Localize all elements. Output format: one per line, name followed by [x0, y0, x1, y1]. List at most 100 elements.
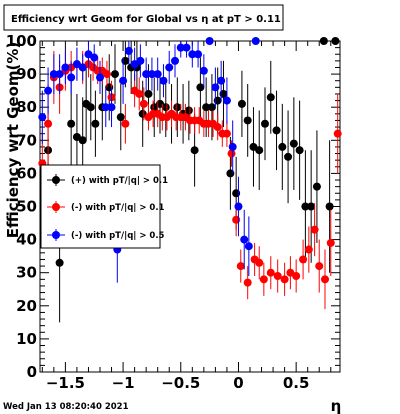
data-point	[228, 142, 237, 151]
axis-ticks	[40, 40, 340, 373]
data-point	[38, 113, 47, 122]
data-point	[273, 272, 282, 281]
legend-label: (+) with pT/|q| > 0.1	[71, 176, 168, 186]
x-tick-label: −1	[112, 374, 135, 392]
x-tick-label: 0.5	[283, 374, 310, 392]
legend-marker	[52, 203, 60, 211]
data-point	[55, 70, 64, 79]
timestamp: Wed Jan 13 08:20:40 2021	[3, 402, 129, 412]
data-point	[321, 275, 329, 284]
y-tick-label: 60	[16, 164, 37, 182]
data-point	[292, 272, 301, 281]
data-point	[194, 50, 203, 59]
data-point	[55, 258, 64, 267]
y-tick-label: 50	[16, 198, 37, 216]
data-point	[205, 37, 214, 45]
legend-label: (-) with pT/|q| > 0.5	[71, 231, 165, 241]
data-point	[312, 182, 321, 191]
data-point	[61, 63, 70, 72]
data-point	[237, 99, 246, 108]
data-point	[213, 123, 222, 132]
data-point	[136, 56, 145, 65]
data-point	[173, 103, 182, 112]
data-point	[124, 46, 133, 55]
data-point	[244, 242, 253, 251]
y-tick-labels: 0 10 20 30 40 50 60 70 80 90 100	[6, 32, 37, 381]
data-point	[272, 126, 281, 135]
data-point	[139, 99, 148, 108]
data-point	[121, 119, 130, 128]
data-point	[299, 255, 308, 264]
data-point	[44, 86, 53, 95]
data-point	[90, 53, 99, 62]
legend-marker	[52, 176, 60, 184]
y-tick-label: 70	[16, 131, 37, 149]
data-point	[319, 37, 328, 45]
data-point	[86, 103, 95, 112]
data-point	[301, 202, 310, 211]
data-point	[243, 278, 252, 287]
y-tick-label: 0	[27, 363, 37, 381]
data-point	[159, 76, 168, 85]
x-tick-labels: −1.5 −1 −0.5 0 0.5	[46, 374, 310, 392]
title-frame	[3, 4, 284, 31]
data-point	[165, 63, 174, 72]
data-point	[188, 50, 197, 59]
legend: (+) with pT/|q| > 0.1 (-) with pT/|q| > 0…	[40, 164, 168, 249]
y-tick-label: 100	[6, 32, 37, 50]
data-point	[278, 142, 287, 151]
data-point	[217, 76, 226, 85]
data-point	[49, 70, 58, 79]
legend-marker	[52, 231, 60, 239]
data-point	[331, 37, 340, 45]
data-point	[147, 70, 156, 79]
data-point	[255, 146, 264, 155]
data-point	[111, 70, 119, 79]
data-point	[107, 103, 116, 112]
data-point	[161, 103, 170, 112]
data-point	[196, 83, 205, 92]
series-1	[38, 47, 342, 310]
data-point	[184, 106, 193, 115]
data-point	[243, 116, 252, 125]
data-point	[78, 63, 87, 72]
data-point	[304, 245, 313, 254]
data-point	[227, 149, 236, 158]
x-tick-label: −0.5	[161, 374, 200, 392]
y-tick-label: 80	[16, 98, 37, 116]
data-point	[102, 70, 111, 79]
data-point	[307, 202, 316, 211]
data-point	[222, 129, 231, 138]
data-point	[325, 202, 334, 211]
legend-label: (-) with pT/|q| > 0.1	[71, 203, 165, 213]
x-axis-label: η	[331, 397, 342, 414]
y-tick-label: 90	[16, 65, 37, 83]
data-point	[211, 83, 220, 92]
data-point	[67, 73, 76, 82]
data-point	[67, 119, 76, 128]
data-point	[135, 89, 144, 98]
data-point	[44, 119, 53, 128]
data-point	[326, 238, 335, 247]
y-tick-label: 30	[16, 264, 37, 282]
y-axis-label: Efficiency wrt Geom(%)	[4, 42, 22, 239]
data-point	[261, 119, 269, 128]
data-point	[234, 202, 243, 211]
data-point	[142, 70, 151, 79]
title-box: Efficiency wrt Geom for Global vs η at p…	[3, 4, 284, 31]
data-point	[289, 139, 298, 148]
data-point	[91, 119, 100, 128]
data-point	[295, 146, 304, 155]
x-tick-label: −1.5	[46, 374, 85, 392]
chart-title: Efficiency wrt Geom for Global vs η at p…	[11, 14, 281, 25]
data-point	[333, 129, 342, 138]
data-point	[240, 235, 249, 244]
data-point	[144, 89, 153, 98]
data-point	[251, 37, 260, 45]
x-tick-label: 0	[233, 374, 243, 392]
data-point	[259, 275, 268, 284]
data-point	[199, 66, 208, 75]
data-point	[202, 103, 211, 112]
data-point	[182, 43, 191, 52]
data-point	[266, 93, 275, 102]
